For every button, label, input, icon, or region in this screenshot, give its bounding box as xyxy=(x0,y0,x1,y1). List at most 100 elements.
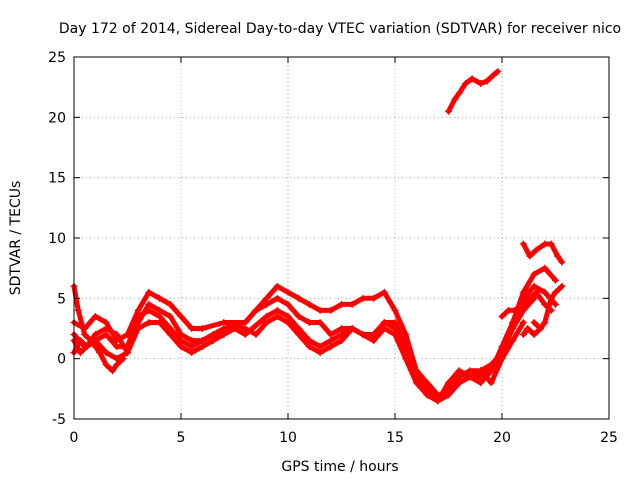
data-point xyxy=(455,373,463,381)
y-tick-label: 15 xyxy=(48,171,66,187)
data-point xyxy=(76,349,84,357)
data-point xyxy=(145,306,153,314)
data-point xyxy=(87,337,95,345)
x-tick-label: 20 xyxy=(493,430,511,446)
data-point xyxy=(263,318,271,326)
y-tick-label: 5 xyxy=(57,291,66,307)
data-point xyxy=(295,294,303,302)
data-point xyxy=(359,331,367,339)
data-point xyxy=(338,325,345,332)
data-point xyxy=(391,318,399,326)
data-point xyxy=(305,318,313,326)
data-point xyxy=(102,318,110,326)
series-track xyxy=(71,295,537,398)
data-point xyxy=(134,325,142,332)
data-point xyxy=(102,349,110,357)
data-point xyxy=(504,306,512,314)
data-point xyxy=(198,337,206,345)
data-point xyxy=(113,355,121,363)
data-point xyxy=(511,306,519,314)
data-point xyxy=(423,379,431,387)
data-point xyxy=(113,331,121,339)
data-point xyxy=(532,288,540,296)
data-point xyxy=(519,240,527,248)
data-point xyxy=(316,343,324,351)
data-point xyxy=(487,379,495,387)
data-point xyxy=(166,312,174,320)
data-point xyxy=(552,300,559,308)
data-point xyxy=(252,331,260,339)
data-point xyxy=(434,397,442,405)
data-point xyxy=(327,331,335,339)
data-point xyxy=(524,325,532,332)
data-point xyxy=(81,331,89,339)
data-point xyxy=(532,246,540,254)
series-track-2 xyxy=(70,282,559,405)
data-point xyxy=(91,331,99,339)
data-point xyxy=(530,270,538,278)
data-point xyxy=(273,294,281,302)
data-point xyxy=(188,325,196,332)
data-point xyxy=(220,325,228,332)
data-point xyxy=(519,306,527,314)
data-point xyxy=(509,325,517,332)
data-point xyxy=(188,349,196,357)
data-point xyxy=(102,361,110,369)
data-point xyxy=(241,318,249,326)
x-tick-label: 0 xyxy=(70,430,79,446)
data-point xyxy=(477,367,485,375)
data-point xyxy=(451,95,459,103)
data-point xyxy=(402,355,410,363)
x-axis-label: GPS time / hours xyxy=(281,459,398,475)
data-point xyxy=(466,367,474,375)
data-point xyxy=(380,325,388,332)
data-point xyxy=(547,294,555,302)
series-track xyxy=(71,283,558,404)
data-point xyxy=(359,294,367,302)
data-point xyxy=(284,312,292,320)
data-point xyxy=(198,325,206,332)
y-tick-label: 0 xyxy=(57,352,66,368)
grid-lines xyxy=(74,57,609,419)
data-point xyxy=(462,80,470,88)
data-point xyxy=(554,252,562,260)
data-point xyxy=(541,318,549,326)
data-point xyxy=(477,379,485,387)
data-point xyxy=(241,325,249,332)
y-tick-label: 20 xyxy=(48,110,66,126)
x-tick-label: 15 xyxy=(386,430,404,446)
series-track-4 xyxy=(70,312,527,405)
data-point xyxy=(83,343,91,351)
data-point xyxy=(348,300,356,308)
data-point xyxy=(412,379,420,387)
data-point xyxy=(370,337,378,345)
data-point xyxy=(177,312,185,320)
data-point xyxy=(327,306,335,314)
data-point xyxy=(220,331,228,339)
data-point xyxy=(547,240,555,248)
data-point xyxy=(519,331,527,339)
data-point xyxy=(455,89,463,97)
data-point xyxy=(541,240,549,248)
data-point xyxy=(445,385,452,393)
data-point xyxy=(530,318,538,326)
data-point xyxy=(380,288,388,296)
data-point xyxy=(102,325,110,332)
data-point xyxy=(231,325,238,332)
data-point xyxy=(145,318,153,326)
series-track-6 xyxy=(96,349,127,375)
data-point xyxy=(74,306,82,314)
data-point xyxy=(263,312,271,320)
data-point xyxy=(391,306,399,314)
data-point xyxy=(188,337,196,345)
data-point xyxy=(156,312,164,320)
data-point xyxy=(519,300,527,308)
data-point xyxy=(145,300,153,308)
data-point xyxy=(445,107,452,115)
data-point xyxy=(284,300,292,308)
chart-title: Day 172 of 2014, Sidereal Day-to-day VTE… xyxy=(59,21,621,37)
series-track-7 xyxy=(445,67,502,115)
series-track xyxy=(71,313,526,404)
